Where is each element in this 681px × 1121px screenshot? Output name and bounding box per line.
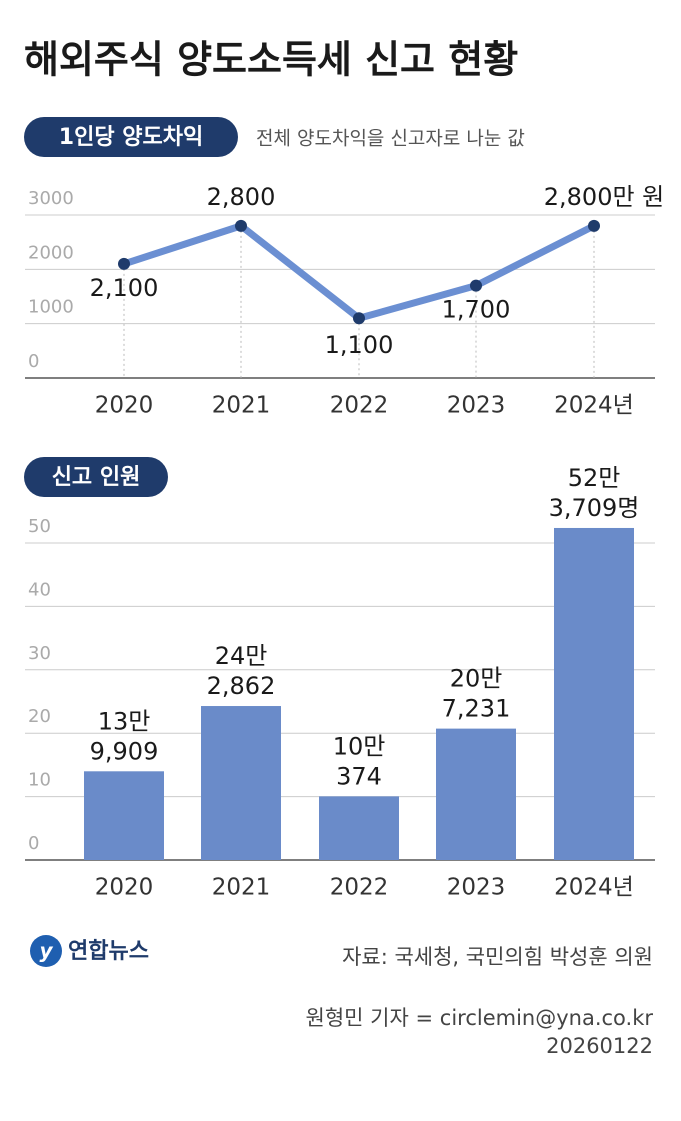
bar (201, 706, 281, 860)
y-tick-label: 20 (28, 706, 51, 727)
value-label: 7,231 (442, 695, 511, 723)
value-label: 1,100 (325, 331, 394, 359)
value-label: 2,800 (207, 183, 276, 211)
marker (588, 219, 600, 232)
bar (319, 796, 399, 860)
bar (554, 527, 634, 860)
bar (84, 771, 164, 860)
y-tick-label: 10 (28, 770, 51, 791)
x-tick-label: 2020 (95, 393, 154, 419)
value-label: 10만 (333, 732, 386, 760)
y-tick-label: 40 (28, 579, 51, 600)
value-label: 52만 (568, 464, 621, 492)
x-tick-label: 2024년 (554, 875, 634, 901)
marker (118, 257, 130, 270)
y-tick-label: 50 (28, 516, 51, 537)
marker (470, 279, 482, 292)
y-tick-label: 0 (28, 833, 39, 854)
marker (235, 219, 247, 232)
logo-glyph: y (39, 939, 53, 963)
x-tick-label: 2023 (447, 875, 506, 901)
x-tick-label: 2023 (447, 393, 506, 419)
logo-icon (30, 935, 62, 967)
badge-bg (24, 117, 238, 157)
date: 20260122 (546, 1034, 653, 1058)
badge-bg (24, 457, 168, 497)
y-tick-label: 3000 (28, 188, 74, 209)
y-tick-label: 30 (28, 643, 51, 664)
value-label: 374 (336, 762, 382, 790)
y-tick-label: 0 (28, 351, 39, 372)
y-tick-label: 2000 (28, 242, 74, 263)
badge: 1인당 양도차익 (59, 125, 203, 150)
x-tick-label: 2022 (330, 393, 389, 419)
marker (353, 312, 365, 325)
value-label: 20만 (450, 665, 503, 693)
badge: 신고 인원 (52, 465, 141, 490)
value-label: 3,709명 (549, 494, 640, 522)
x-tick-label: 2024년 (554, 393, 634, 419)
title: 해외주식 양도소득세 신고 현황 (24, 38, 518, 82)
value-label: 2,862 (207, 672, 276, 700)
value-label: 24만 (215, 642, 268, 670)
y-tick-label: 1000 (28, 297, 74, 318)
value-label: 9,909 (90, 737, 159, 765)
value-label: 2,100 (90, 274, 159, 302)
x-tick-label: 2021 (212, 393, 271, 419)
x-tick-label: 2021 (212, 875, 271, 901)
x-tick-label: 2020 (95, 875, 154, 901)
value-label: 2,800만 원 (544, 183, 665, 211)
bar (436, 728, 516, 860)
value-label: 13만 (98, 707, 151, 735)
value-label: 1,700 (442, 296, 511, 324)
logo-text: 연합뉴스 (68, 938, 149, 964)
credit: 원형민 기자 = circlemin@yna.co.kr (306, 1006, 654, 1030)
subtitle: 전체 양도차익을 신고자로 나눈 값 (256, 128, 525, 150)
x-tick-label: 2022 (330, 875, 389, 901)
logo: y 연합뉴스 (30, 935, 149, 967)
source: 자료: 국세청, 국민의힘 박성훈 의원 (342, 945, 653, 969)
